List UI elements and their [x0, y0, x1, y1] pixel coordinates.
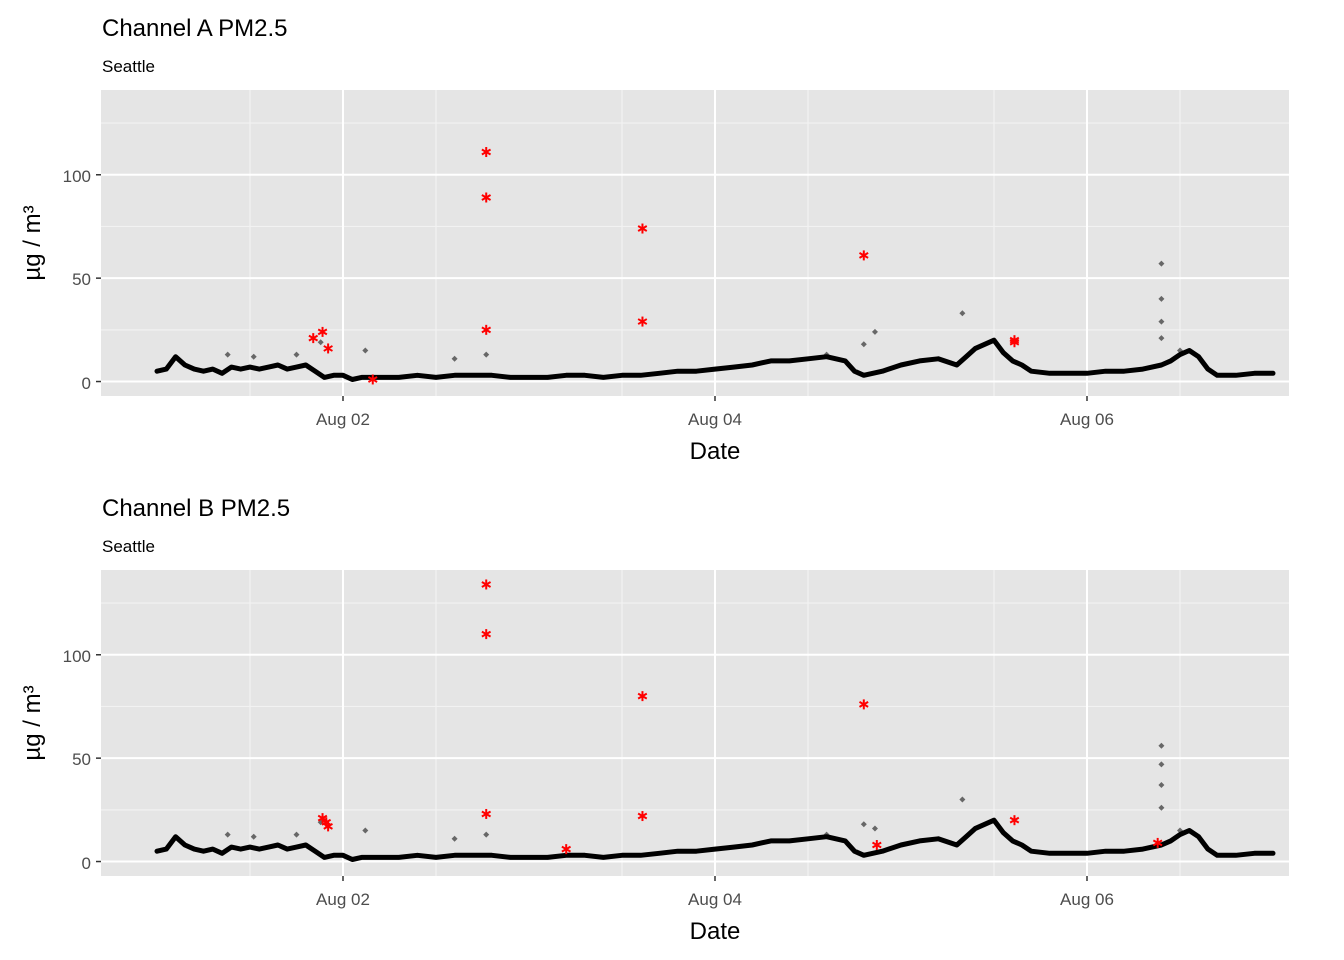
- y-tick-label: 100: [63, 647, 91, 666]
- x-tick-label: Aug 04: [688, 890, 742, 909]
- measurement-point: [1177, 347, 1183, 354]
- chart-title: Channel A PM2.5: [102, 15, 287, 42]
- plot-area: [96, 570, 1289, 881]
- chart-subtitle: Seattle: [102, 57, 155, 76]
- outlier-point: [858, 699, 869, 710]
- measurement-point: [860, 341, 867, 348]
- x-tick-label: Aug 02: [316, 890, 370, 909]
- chart-title: Channel B PM2.5: [102, 495, 290, 522]
- measurement-point: [1158, 335, 1165, 342]
- y-axis-label: µg / m³: [19, 205, 46, 280]
- outlier-point: [637, 811, 648, 822]
- x-tick-label: Aug 06: [1060, 890, 1114, 909]
- measurement-point: [483, 831, 490, 838]
- y-axis-label: µg / m³: [19, 685, 46, 760]
- measurement-point: [1158, 782, 1165, 789]
- measurement-point: [871, 825, 878, 832]
- outlier-point: [871, 839, 882, 850]
- measurement-point: [293, 831, 300, 838]
- outlier-point: [308, 333, 319, 344]
- y-tick-label: 0: [82, 854, 91, 873]
- outlier-point: [481, 324, 492, 335]
- x-tick-label: Aug 04: [688, 410, 742, 429]
- measurement-point: [293, 351, 300, 358]
- outlier-point: [317, 326, 328, 337]
- measurement-point: [1158, 260, 1165, 267]
- measurement-point: [362, 827, 369, 834]
- measurement-point: [823, 351, 830, 358]
- outlier-point: [858, 250, 869, 261]
- measurement-point: [224, 831, 231, 838]
- outlier-point: [481, 192, 492, 203]
- outlier-point: [1009, 815, 1020, 826]
- measurement-point: [362, 347, 369, 354]
- plot-panel: [101, 570, 1289, 876]
- measurement-point: [860, 821, 867, 828]
- measurement-point: [317, 339, 324, 346]
- measurement-point: [250, 353, 257, 360]
- measurement-point: [483, 351, 490, 358]
- outlier-point: [637, 691, 648, 702]
- x-axis-label: Date: [690, 438, 741, 465]
- outlier-point: [637, 316, 648, 327]
- measurement-point: [1158, 742, 1165, 749]
- outlier-point: [481, 579, 492, 590]
- outlier-point: [1152, 837, 1163, 848]
- x-tick-label: Aug 06: [1060, 410, 1114, 429]
- outlier-point: [1009, 337, 1020, 348]
- measurement-point: [871, 328, 878, 335]
- measurement-point: [224, 351, 231, 358]
- measurement-point: [250, 833, 257, 840]
- chart-subtitle: Seattle: [102, 537, 155, 556]
- channel-a-chart: Channel A PM2.5 Seattle 0 50 100 Aug 02 …: [19, 15, 1289, 465]
- plot-area: [96, 90, 1289, 401]
- outlier-point: [323, 821, 333, 832]
- outlier-point: [637, 223, 648, 234]
- y-tick-label: 50: [72, 750, 91, 769]
- measurement-point: [959, 796, 966, 803]
- measurement-series: [154, 337, 1276, 382]
- y-tick-label: 100: [63, 167, 91, 186]
- measurement-point: [451, 355, 458, 362]
- measurement-series: [154, 817, 1276, 862]
- measurement-point: [1158, 804, 1165, 811]
- outlier-point: [481, 147, 492, 158]
- y-tick-label: 50: [72, 270, 91, 289]
- measurement-point: [959, 310, 966, 317]
- plot-panel: [101, 90, 1289, 396]
- measurement-point: [1158, 761, 1165, 768]
- outlier-point: [323, 343, 333, 354]
- x-tick-label: Aug 02: [316, 410, 370, 429]
- outlier-point: [481, 629, 492, 640]
- x-axis-label: Date: [690, 918, 741, 945]
- outlier-point: [561, 844, 572, 855]
- channel-b-chart: Channel B PM2.5 Seattle 0 50 100 Aug 02 …: [19, 495, 1289, 945]
- measurement-point: [1158, 295, 1165, 302]
- measurement-point: [823, 831, 830, 838]
- measurement-point: [1177, 827, 1183, 834]
- measurement-point: [1158, 318, 1165, 325]
- y-tick-label: 0: [82, 374, 91, 393]
- measurement-point: [451, 835, 458, 842]
- outlier-point: [481, 808, 492, 819]
- outlier-point: [367, 374, 378, 385]
